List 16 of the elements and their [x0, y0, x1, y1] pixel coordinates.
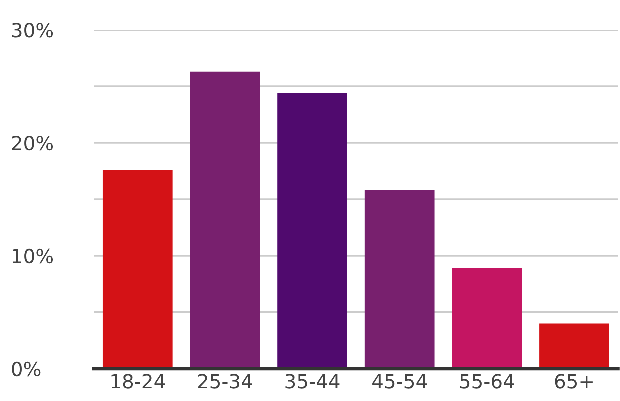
x-tick-label: 18-24 — [112, 374, 166, 389]
x-tick-label: 45-54 — [372, 374, 428, 389]
y-tick-label: 20% — [12, 136, 54, 151]
bar — [102, 170, 173, 369]
y-tick-label: 10% — [13, 248, 54, 264]
bar — [278, 93, 348, 369]
x-tick-label: 65+ — [555, 374, 593, 389]
y-tick-label: 0% — [12, 362, 41, 377]
x-tick-label: 55-64 — [460, 374, 514, 389]
x-tick-label: 35-44 — [286, 374, 340, 389]
x-tick-label: 25-34 — [198, 374, 252, 389]
y-tick-label: 30% — [12, 23, 54, 38]
bar — [540, 324, 610, 369]
bar — [452, 268, 522, 369]
bar — [190, 72, 260, 369]
bar — [364, 190, 435, 369]
